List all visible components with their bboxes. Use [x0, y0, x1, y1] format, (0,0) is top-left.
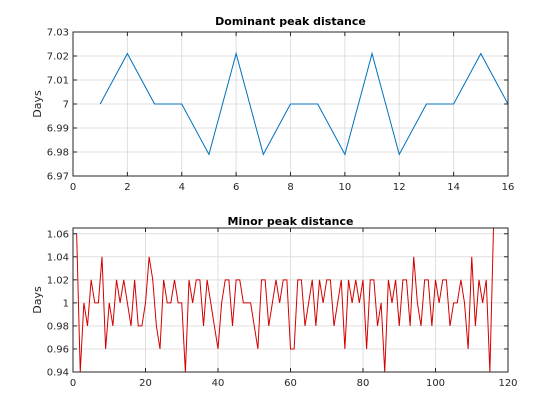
x-tick-label: 40 [212, 378, 225, 389]
series-line [76, 228, 494, 372]
y-tick-label: 0.98 [47, 321, 69, 332]
x-tick-label: 16 [502, 182, 515, 193]
y-axis-label: Days [31, 90, 44, 118]
ticks: 0 20 40 60 80 100 120 0.94 0.96 0.98 1 1.02 1.04 1.06 [47, 228, 518, 389]
y-axis-label: Days [31, 286, 44, 314]
x-tick-label: 4 [179, 182, 185, 193]
y-tick-label: 1.06 [47, 229, 69, 240]
y-tick-label: 7.02 [47, 52, 69, 63]
x-tick-label: 8 [287, 182, 293, 193]
series [76, 228, 494, 372]
x-tick-label: 0 [70, 378, 76, 389]
chart-title: Dominant peak distance [215, 15, 366, 28]
x-tick-label: 2 [124, 182, 130, 193]
x-tick-label: 12 [393, 182, 406, 193]
x-tick-label: 0 [70, 182, 76, 193]
y-tick-label: 1.02 [47, 275, 69, 286]
x-tick-label: 120 [498, 378, 517, 389]
ticks: 0 2 4 6 8 10 12 14 16 6.97 6.98 6.99 7 7.01 7.02 7.03 [47, 28, 515, 194]
minor-peak-plot: 0 20 40 60 80 100 120 0.94 0.96 0.98 1 1.02 1.04 1.06… [31, 215, 518, 389]
x-tick-label: 14 [447, 182, 460, 193]
y-tick-label: 7.01 [47, 76, 69, 87]
series [99, 51, 508, 156]
x-tick-label: 80 [357, 378, 370, 389]
y-tick-label: 6.97 [47, 172, 69, 183]
y-tick-label: 1 [63, 298, 69, 309]
chart-title: Minor peak distance [228, 215, 354, 228]
y-tick-label: 0.96 [47, 344, 69, 355]
y-tick-label: 1.04 [47, 252, 69, 263]
y-tick-label: 7.03 [47, 28, 69, 39]
x-tick-label: 10 [339, 182, 352, 193]
x-tick-label: 100 [426, 378, 445, 389]
dominant-peak-plot: 0 2 4 6 8 10 12 14 16 6.97 6.98 6.99 7 7.01 7.02 7.03 D… [31, 15, 514, 193]
y-tick-label: 0.94 [47, 368, 69, 379]
x-tick-label: 6 [233, 182, 239, 193]
series-line [99, 51, 508, 156]
x-tick-label: 60 [284, 378, 297, 389]
y-tick-label: 6.99 [47, 124, 69, 135]
x-tick-label: 20 [139, 378, 152, 389]
y-tick-label: 6.98 [47, 148, 69, 159]
y-tick-label: 7 [63, 100, 69, 111]
